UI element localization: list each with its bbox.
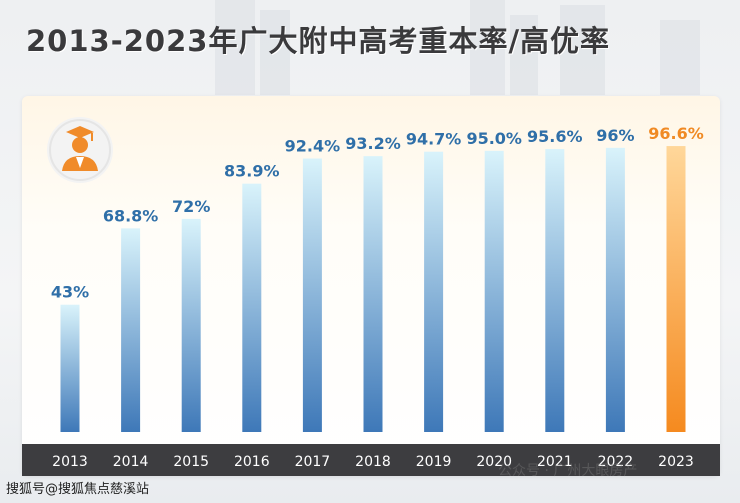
bar-2019 <box>424 151 444 433</box>
x-tick-2023: 2023 <box>658 454 694 470</box>
bar-2018 <box>363 156 383 432</box>
x-tick-2017: 2017 <box>295 454 331 470</box>
x-tick-2019: 2019 <box>416 454 452 470</box>
x-axis-band <box>22 444 720 476</box>
bar-2016 <box>242 183 262 432</box>
data-label-2023: 96.6% <box>648 124 704 143</box>
data-label-2022: 96% <box>596 126 634 145</box>
data-label-2018: 93.2% <box>345 134 401 153</box>
data-label-2019: 94.7% <box>406 130 462 149</box>
bar-2021 <box>545 149 565 433</box>
chart-title: 2013-2023年广大附中高考重本率/高优率 <box>26 24 611 58</box>
data-label-2013: 43% <box>51 283 89 302</box>
x-tick-2022: 2022 <box>598 454 634 470</box>
data-label-2017: 92.4% <box>285 136 341 155</box>
graduate-icon <box>47 117 113 183</box>
bar-2014 <box>121 228 141 432</box>
x-tick-2018: 2018 <box>355 454 391 470</box>
x-tick-2020: 2020 <box>476 454 512 470</box>
data-label-2020: 95.0% <box>466 129 522 148</box>
x-tick-2016: 2016 <box>234 454 270 470</box>
data-label-2015: 72% <box>172 197 210 216</box>
bar-2017 <box>302 158 322 432</box>
bar-2022 <box>605 147 625 432</box>
watermark: 公众号 · 广州大眼房产 <box>498 463 638 479</box>
data-label-2021: 95.6% <box>527 127 583 146</box>
data-label-2014: 68.8% <box>103 206 159 225</box>
footer-credit: 搜狐号@搜狐焦点慈溪站 <box>6 482 150 497</box>
x-tick-2014: 2014 <box>113 454 149 470</box>
bar-chart: 43% 68.8% 72% 83.9% 92.4% 93.2% 94.7% 95.0% 95.6… <box>22 117 720 476</box>
bar-2023 <box>666 146 686 432</box>
x-tick-2013: 2013 <box>52 454 88 470</box>
bar-2013 <box>60 304 80 432</box>
bar-2015 <box>181 218 201 432</box>
bar-2020 <box>484 150 504 433</box>
x-tick-2015: 2015 <box>173 454 209 470</box>
data-label-2016: 83.9% <box>224 162 280 181</box>
chart-panel: 43% 68.8% 72% 83.9% 92.4% 93.2% 94.7% 95.0% 95.6… <box>22 96 720 476</box>
x-tick-2021: 2021 <box>537 454 573 470</box>
